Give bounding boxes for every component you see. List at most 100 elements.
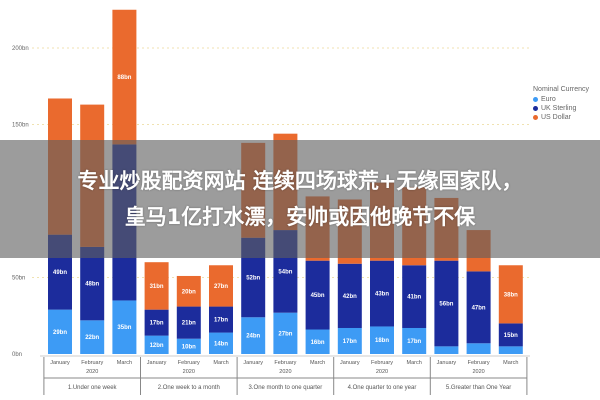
bar-segment (144, 262, 169, 310)
year-label: 2020 (472, 369, 484, 375)
data-label: 15bn (504, 333, 518, 339)
x-tick-label: March (310, 360, 325, 366)
legend-label: Euro (541, 96, 556, 103)
bar-segment (305, 329, 330, 354)
data-label: 45bn (311, 293, 325, 299)
data-label: 48bn (85, 282, 99, 288)
bar-segment (498, 265, 523, 324)
x-tick-label: January (437, 360, 457, 366)
data-label: 56bn (439, 302, 453, 308)
x-tick-label: February (81, 360, 103, 366)
x-tick-label: February (468, 360, 490, 366)
data-label: 18bn (375, 338, 389, 344)
legend-swatch (533, 106, 538, 111)
bar-segment (144, 309, 169, 336)
year-label: 2020 (376, 369, 388, 375)
data-label: 17bn (214, 318, 228, 324)
legend: Nominal Currency Euro UK Sterling US Dol… (533, 86, 590, 123)
bar-segment (273, 312, 298, 354)
data-label: 43bn (375, 292, 389, 298)
bar-segment (112, 9, 137, 145)
headline-line-2: 皇马1亿打水漂，安帅或因他晚节不保 (124, 205, 476, 229)
bar-segment (209, 265, 233, 307)
x-tick-label: March (503, 360, 518, 366)
data-label: 24bn (246, 334, 260, 340)
bar-segment (209, 306, 233, 333)
data-label: 17bn (407, 339, 421, 345)
bar-segment (402, 327, 427, 354)
bar-segment (370, 326, 394, 354)
bar-segment (337, 263, 362, 328)
bar-segment (144, 335, 169, 354)
x-tick-label: February (178, 360, 200, 366)
group-label: 4.One quarter to one year (348, 385, 417, 391)
data-label: 54bn (278, 269, 292, 275)
data-label: 38bn (504, 292, 518, 298)
data-label: 29bn (53, 330, 67, 336)
data-label: 17bn (343, 339, 357, 345)
y-tick-label: 200bn (12, 46, 29, 52)
bar-segment (370, 260, 394, 327)
data-label: 27bn (214, 284, 228, 290)
x-tick-label: January (50, 360, 70, 366)
legend-title: Nominal Currency (533, 86, 590, 93)
data-label: 22bn (85, 335, 99, 341)
data-label: 41bn (407, 295, 421, 301)
x-tick-label: January (340, 360, 360, 366)
group-label: 1.Under one week (68, 385, 118, 391)
legend-item-euro: Euro (533, 96, 589, 103)
legend-label: UK Sterling (541, 105, 577, 112)
bar-segment (48, 309, 72, 354)
data-label: 31bn (150, 284, 164, 290)
year-label: 2020 (279, 369, 291, 375)
x-tick-label: February (274, 360, 296, 366)
legend-label: US Dollar (541, 114, 571, 121)
bar-segment (434, 260, 459, 347)
data-label: 12bn (150, 343, 164, 349)
bar-segment (176, 275, 201, 307)
headline-overlay: 专业炒股配资网站 连续四场球荒+无缘国家队， 皇马1亿打水漂，安帅或因他晚节不保 (0, 140, 600, 258)
data-label: 10bn (182, 344, 196, 350)
legend-item-uk-sterling: UK Sterling (533, 105, 589, 112)
legend-swatch (533, 115, 538, 120)
year-label: 2020 (86, 369, 98, 375)
x-tick-label: January (243, 360, 263, 366)
bar-segment (176, 306, 201, 339)
bar-segment (498, 323, 523, 347)
legend-swatch (533, 97, 538, 102)
bar-segment (434, 346, 459, 354)
data-label: 20bn (182, 289, 196, 295)
bar-segment (337, 327, 362, 354)
x-tick-label: January (147, 360, 167, 366)
bar-segment (112, 300, 137, 354)
bar-segment (402, 265, 427, 328)
legend-item-us-dollar: US Dollar (533, 114, 589, 121)
bar-segment (209, 332, 233, 354)
data-label: 17bn (150, 321, 164, 327)
group-label: 5.Greater than One Year (446, 385, 511, 391)
group-label: 3.One month to one quarter (249, 385, 323, 391)
data-label: 14bn (214, 341, 228, 347)
headline-line-1: 专业炒股配资网站 连续四场球荒+无缘国家队， (77, 169, 523, 193)
bar-segment (466, 343, 491, 354)
bar-segment (466, 271, 491, 344)
data-label: 42bn (343, 294, 357, 300)
bar-segment (241, 317, 266, 354)
data-label: 52bn (246, 276, 260, 282)
year-label: 2020 (183, 369, 195, 375)
x-tick-label: March (407, 360, 422, 366)
bar-segment (80, 246, 105, 321)
y-tick-label: 0bn (12, 352, 22, 358)
data-label: 88bn (117, 75, 131, 81)
data-label: 16bn (311, 340, 325, 346)
bar-segment (305, 260, 330, 330)
bar-segment (176, 338, 201, 354)
x-tick-label: March (117, 360, 132, 366)
y-tick-label: 50bn (12, 276, 25, 282)
group-label: 2.One week to a month (158, 385, 220, 391)
bar-segment (80, 320, 105, 354)
data-label: 35bn (117, 325, 131, 331)
y-tick-label: 150bn (12, 123, 29, 129)
data-label: 27bn (278, 331, 292, 337)
x-tick-label: March (213, 360, 228, 366)
